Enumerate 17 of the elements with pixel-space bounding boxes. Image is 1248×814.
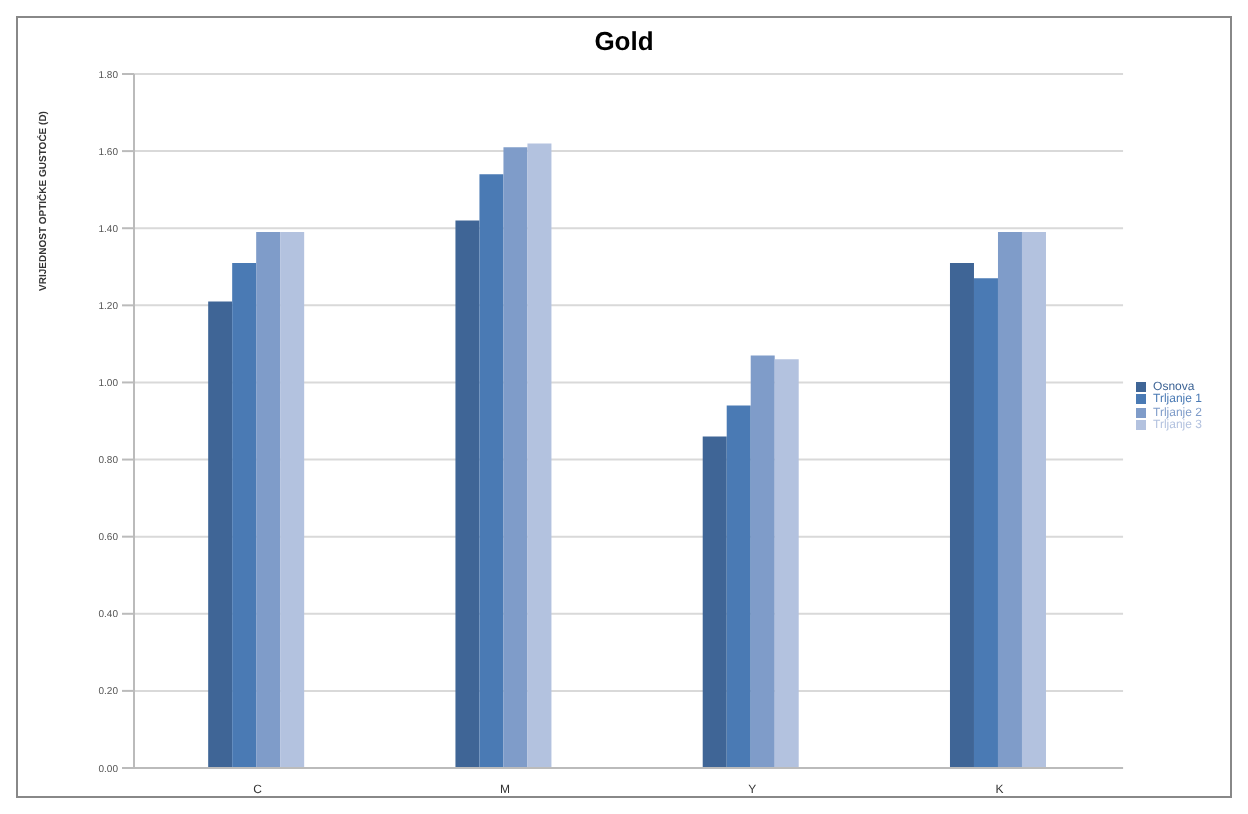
bar [774,359,799,768]
bar [503,147,528,768]
bar [479,174,504,768]
bar [455,220,480,768]
bar [750,355,775,768]
bar [208,301,233,768]
bar [973,278,998,768]
bar [280,232,305,768]
chart-title: Gold [592,26,656,56]
bar [232,262,257,768]
bar [702,436,727,768]
bar [726,405,751,768]
bar [256,232,281,768]
bar [997,232,1022,768]
bar [1021,232,1046,768]
bar [949,262,974,768]
bar [527,143,552,768]
